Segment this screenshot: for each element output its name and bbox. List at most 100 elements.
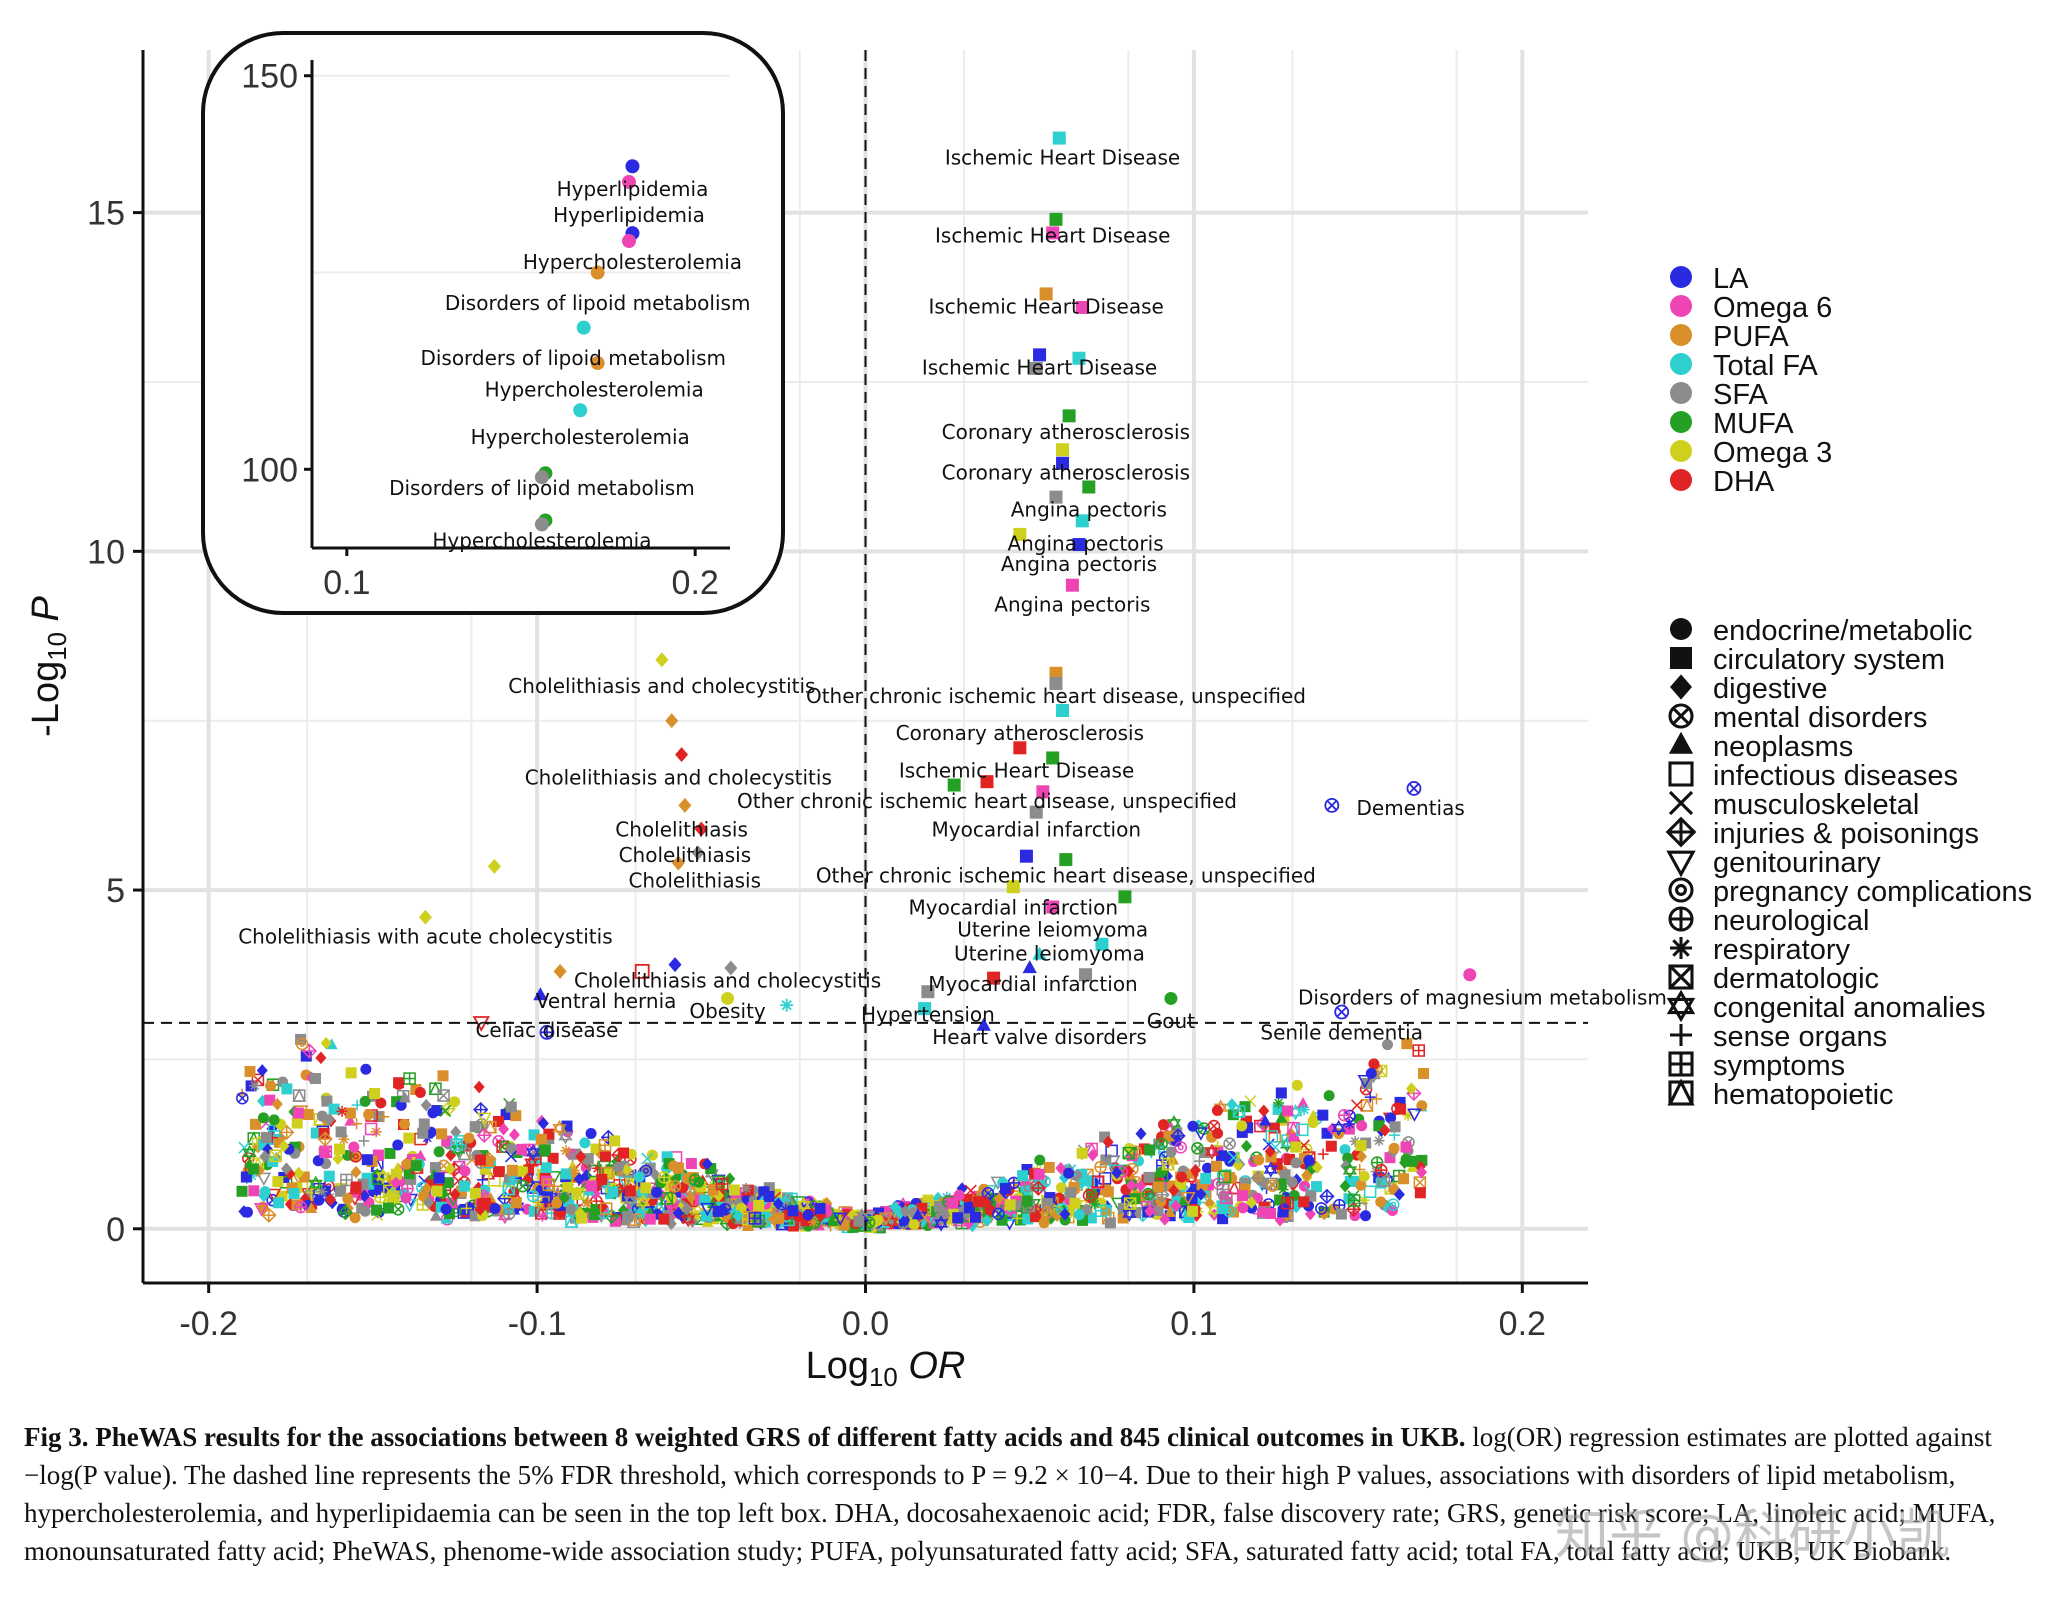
background-point (1084, 1175, 1096, 1187)
y-tick-label: 5 (106, 872, 125, 910)
background-point (922, 1194, 934, 1206)
background-point (483, 1119, 498, 1134)
background-point (966, 1219, 978, 1233)
background-point (1224, 1172, 1236, 1184)
y-tick-label: 15 (87, 195, 125, 233)
background-point (670, 1172, 682, 1186)
background-point (1099, 1184, 1111, 1196)
background-point (1011, 1212, 1023, 1224)
inset-point-label: Hypercholesterolemia (523, 250, 742, 274)
background-point (257, 1112, 269, 1124)
background-point (1161, 1156, 1175, 1171)
background-point (603, 1168, 615, 1180)
background-point (292, 1107, 304, 1119)
background-point (249, 1118, 261, 1130)
background-point (269, 1149, 282, 1163)
background-point (1059, 1207, 1071, 1221)
background-point (996, 1214, 1008, 1226)
background-point (558, 1128, 573, 1145)
background-point (431, 1185, 443, 1197)
point-label: Angina pectoris (1001, 552, 1157, 576)
background-point (427, 1107, 439, 1119)
background-point (1227, 1206, 1239, 1218)
background-point (278, 1124, 295, 1141)
background-point (1190, 1183, 1202, 1195)
background-point (1344, 1175, 1356, 1187)
background-point (681, 1173, 693, 1185)
background-point (540, 1162, 552, 1174)
background-point (317, 1131, 333, 1147)
point-label: Ventral hernia (536, 989, 677, 1013)
background-point (705, 1163, 717, 1175)
background-point (1241, 1115, 1253, 1127)
background-point (288, 1188, 300, 1200)
background-point (880, 1205, 892, 1217)
background-point (439, 1104, 452, 1117)
background-point (873, 1207, 885, 1219)
labeled-point (1036, 785, 1050, 799)
background-point (551, 1197, 563, 1209)
labeled-point (1075, 300, 1089, 314)
background-point (1325, 1140, 1337, 1152)
background-point (357, 1178, 369, 1190)
legend-shape-label: sense organs (1713, 1021, 1887, 1053)
background-point (1254, 1119, 1267, 1133)
background-point (536, 1210, 548, 1222)
background-point (568, 1171, 580, 1183)
background-point (1246, 1196, 1258, 1209)
background-point (685, 1158, 697, 1170)
background-point (1275, 1087, 1287, 1099)
point-label: Uterine leiomyoma (957, 918, 1148, 942)
background-point (1159, 1213, 1171, 1226)
background-point (305, 1202, 318, 1214)
background-point (256, 1172, 272, 1186)
background-point (265, 1080, 277, 1092)
labeled-point (634, 963, 650, 979)
background-point (981, 1214, 993, 1227)
background-point (1104, 1217, 1116, 1229)
inset-point-label: Disorders of lipoid metabolism (420, 346, 726, 370)
labeled-point (668, 957, 682, 973)
background-point (1321, 1127, 1333, 1139)
background-point (442, 1177, 454, 1189)
point-label: Myocardial infarction (909, 895, 1119, 919)
background-point (463, 1132, 475, 1144)
labeled-point (553, 963, 567, 979)
x-tick-label: 0.1 (1170, 1305, 1217, 1343)
background-point (1356, 1150, 1368, 1163)
point-label: Cholelithiasis with acute cholecystitis (238, 924, 612, 948)
labeled-point (1072, 351, 1086, 365)
legend-color-label: Total FA (1713, 350, 1818, 382)
point-label: Cholelithiasis (619, 843, 752, 867)
background-point (469, 1187, 481, 1199)
background-point (526, 1189, 540, 1203)
background-point (1265, 1130, 1279, 1143)
background-point (321, 1095, 333, 1107)
point-label: Angina pectoris (1011, 498, 1167, 522)
background-point (1375, 1177, 1387, 1189)
background-point (560, 1145, 572, 1157)
background-point (1155, 1137, 1168, 1151)
labeled-point (418, 909, 432, 925)
background-point (313, 1194, 325, 1206)
background-point (268, 1114, 280, 1126)
background-point (1017, 1170, 1029, 1182)
labeled-point (1049, 666, 1063, 680)
background-point (493, 1166, 505, 1178)
background-point (510, 1110, 522, 1122)
point-label: Angina pectoris (1007, 532, 1163, 556)
background-point (933, 1201, 945, 1213)
background-point (360, 1063, 372, 1075)
background-point (1391, 1102, 1404, 1115)
background-point (393, 1078, 405, 1090)
labeled-point (947, 778, 961, 792)
background-point (1155, 1166, 1167, 1178)
background-point (1290, 1141, 1302, 1153)
point-label: Senile dementia (1260, 1021, 1423, 1045)
background-point (1123, 1197, 1137, 1210)
background-point (639, 1164, 653, 1178)
background-point (1102, 1135, 1114, 1149)
background-point (403, 1072, 416, 1085)
background-point (1145, 1203, 1158, 1216)
